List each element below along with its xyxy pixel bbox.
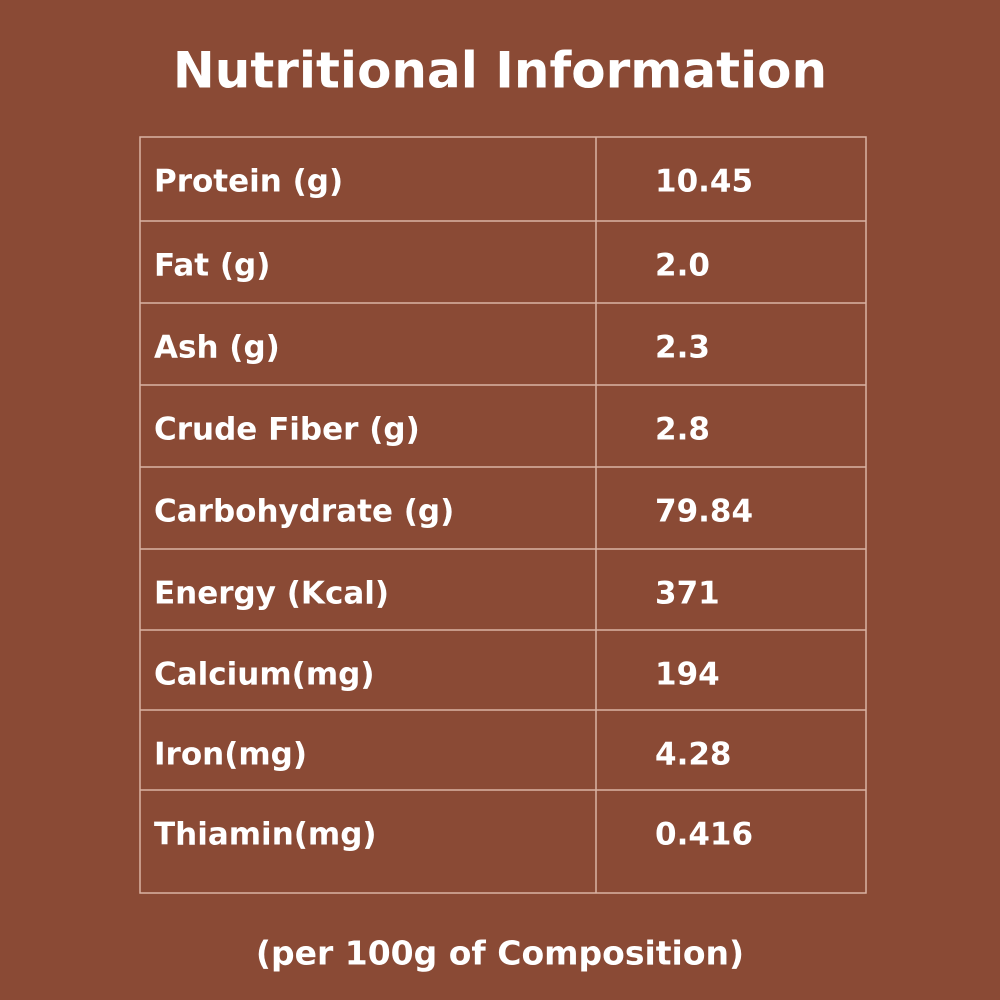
nutrient-name: Calcium(mg) bbox=[154, 657, 375, 693]
nutrient-value: 10.45 bbox=[655, 164, 753, 200]
table: Protein (g) 10.45 Fat (g) 2.0 Ash (g) 2.3 Crud… bbox=[140, 164, 866, 853]
table-border bbox=[139, 136, 867, 894]
nutrient-name: Protein (g) bbox=[154, 164, 343, 200]
nutrient-value: 79.84 bbox=[655, 494, 753, 530]
nutrient-value: 2.8 bbox=[655, 412, 710, 448]
nutrient-value: 2.0 bbox=[655, 248, 710, 284]
nutrient-value: 2.3 bbox=[655, 330, 710, 366]
footnote: (per 100g of Composition) bbox=[256, 934, 744, 973]
nutrient-name: Fat (g) bbox=[154, 248, 270, 284]
nutrient-name: Crude Fiber (g) bbox=[154, 412, 420, 448]
nutrient-value: 194 bbox=[655, 657, 720, 693]
nutrient-name: Thiamin(mg) bbox=[154, 817, 377, 853]
nutrient-value: 371 bbox=[655, 576, 720, 612]
nutrient-name: Energy (Kcal) bbox=[154, 576, 389, 612]
title: Nutritional Information bbox=[173, 42, 827, 100]
nutrient-value: 4.28 bbox=[655, 737, 732, 773]
nutrient-name: Ash (g) bbox=[154, 330, 280, 366]
nutrient-value: 0.416 bbox=[655, 817, 753, 853]
nutrient-name: Iron(mg) bbox=[154, 737, 307, 773]
nutrient-name: Carbohydrate (g) bbox=[154, 494, 454, 530]
